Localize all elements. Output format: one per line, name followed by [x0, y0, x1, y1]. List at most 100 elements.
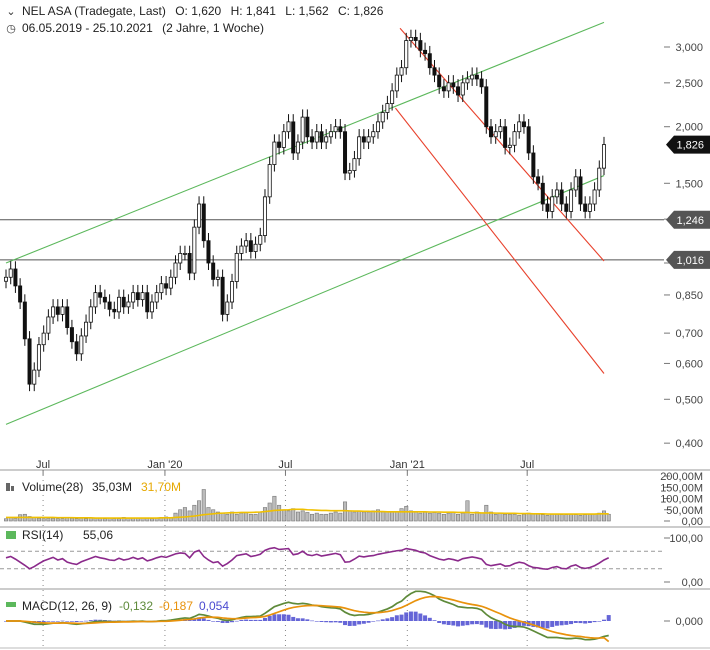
- volume-bar: [536, 513, 541, 522]
- volume-value: 35,03M: [92, 480, 132, 494]
- macd-histogram-bar: [517, 621, 522, 627]
- candle-body: [102, 296, 107, 303]
- macd-histogram-bar: [262, 617, 267, 621]
- horizontal-line-label: 1,016: [676, 255, 704, 267]
- volume-bar: [60, 518, 65, 522]
- x-tick-label: Jul: [520, 459, 534, 471]
- macd-histogram-bar: [343, 621, 348, 626]
- candle-body: [512, 131, 517, 146]
- macd-histogram-bar: [88, 620, 93, 621]
- volume-bar: [361, 511, 366, 522]
- volume-y-label: 0,00: [682, 516, 703, 528]
- volume-bar: [521, 513, 526, 522]
- macd-histogram-bar: [281, 614, 286, 621]
- y-tick-label: 0,500: [675, 394, 703, 406]
- macd-histogram-bar: [69, 621, 74, 622]
- candle-body: [187, 253, 192, 274]
- macd-histogram-bar: [484, 621, 489, 628]
- volume-bar: [55, 518, 60, 522]
- volume-bar: [300, 510, 305, 522]
- volume-bar: [201, 489, 206, 522]
- volume-bar: [112, 518, 117, 522]
- macd-histogram-bar: [578, 621, 583, 624]
- rsi-line: [5, 546, 610, 571]
- macd-histogram-bar: [479, 621, 484, 625]
- volume-bar: [69, 517, 74, 522]
- volume-bar: [272, 495, 277, 522]
- candle-body: [22, 301, 27, 340]
- volume-bar: [601, 510, 606, 522]
- macd-histogram-bar: [253, 619, 258, 621]
- candle-body: [592, 189, 597, 205]
- trend-line: [394, 107, 605, 374]
- macd-histogram-bar: [569, 621, 574, 625]
- candle-body: [517, 121, 522, 133]
- volume-bar: [554, 513, 559, 522]
- candle-body: [569, 189, 574, 212]
- volume-bar: [36, 517, 41, 522]
- volume-bar: [404, 506, 409, 522]
- macd-histogram-bar: [248, 619, 253, 621]
- candle-body: [225, 301, 230, 315]
- candle-body: [597, 167, 602, 191]
- macd-histogram-bar: [390, 617, 395, 621]
- volume-bar: [413, 511, 418, 522]
- macd-histogram-bar: [408, 611, 413, 621]
- candle-body: [248, 240, 253, 252]
- macd-histogram-bar: [432, 620, 437, 621]
- candle-body: [456, 86, 461, 96]
- candle-body: [432, 67, 437, 76]
- candle-body: [281, 131, 286, 148]
- candle-body: [300, 116, 305, 143]
- candle-body: [140, 292, 145, 301]
- candle-body: [18, 285, 23, 303]
- macd-histogram-bar: [597, 621, 602, 622]
- macd-histogram-bar: [291, 616, 296, 621]
- macd-histogram-bar: [55, 621, 60, 622]
- candle-body: [192, 226, 197, 274]
- candle-body: [375, 121, 380, 133]
- candle-body: [526, 126, 531, 154]
- chart-header-row-1: ⌄ NEL ASA (Tradegate, Last) O: 1,620 H: 1…: [6, 4, 389, 18]
- macd-histogram-bar: [319, 621, 324, 622]
- candle-body: [277, 141, 282, 148]
- candle-body: [545, 203, 550, 212]
- candle-body: [521, 121, 526, 128]
- chevron-down-icon[interactable]: ⌄: [6, 6, 16, 18]
- volume-y-label: 200,00M: [660, 471, 703, 483]
- candle-body: [338, 126, 343, 133]
- volume-bar: [394, 511, 399, 522]
- candle-body: [112, 308, 117, 313]
- volume-bar: [423, 511, 428, 522]
- volume-bar: [569, 513, 574, 522]
- macd-histogram-bar: [220, 621, 225, 623]
- volume-bar: [258, 511, 263, 522]
- rsi-title: RSI(14): [22, 528, 63, 542]
- macd-histogram-bar: [371, 621, 376, 622]
- volume-y-label: 50,00M: [666, 505, 703, 517]
- volume-bar: [451, 511, 456, 522]
- x-tick-label: Jul: [278, 459, 292, 471]
- volume-bar: [418, 512, 423, 522]
- macd-histogram-bar: [347, 621, 352, 626]
- volume-title: Volume(28): [22, 480, 83, 494]
- volume-bar: [573, 514, 578, 522]
- candle-body: [559, 189, 564, 205]
- candle-body: [234, 253, 239, 282]
- candle-body: [423, 49, 428, 55]
- clock-icon[interactable]: ◷: [6, 23, 16, 35]
- candle-body: [211, 262, 216, 280]
- volume-bar: [197, 500, 202, 522]
- volume-bar: [225, 513, 230, 522]
- candle-body: [474, 74, 479, 80]
- candle-body: [319, 131, 324, 143]
- macd-histogram-bar: [521, 621, 526, 626]
- y-tick-label: 0,700: [675, 328, 703, 340]
- candle-body: [286, 121, 291, 133]
- ohlc-high: H: 1,841: [230, 4, 276, 18]
- candle-body: [164, 283, 169, 289]
- candle-body: [587, 203, 592, 212]
- volume-bar: [79, 517, 84, 522]
- y-tick-label: 0,600: [675, 358, 703, 370]
